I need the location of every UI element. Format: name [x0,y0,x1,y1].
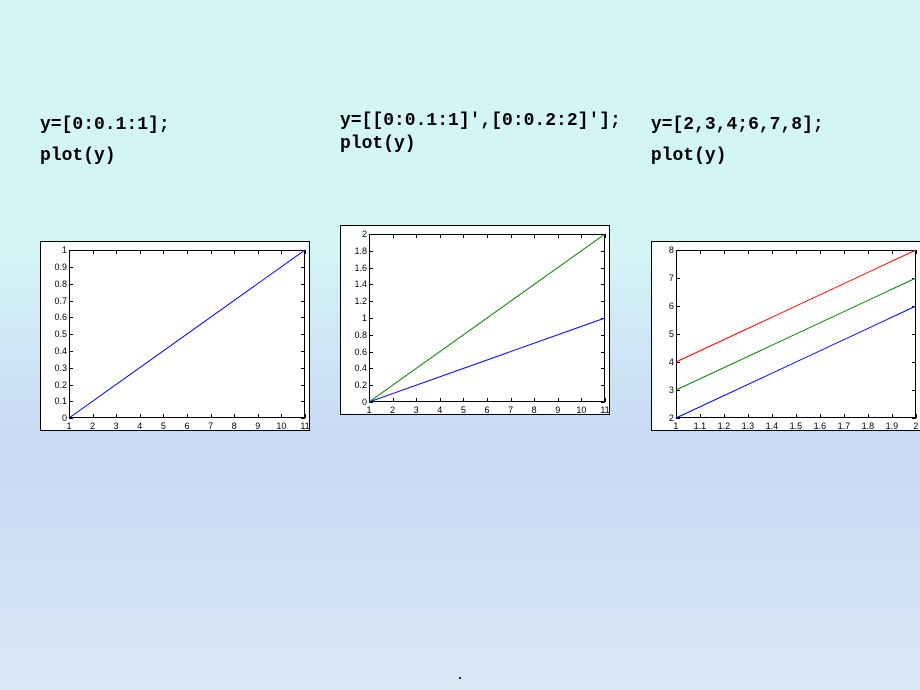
code-line: y=[0:0.1:1]; [40,115,170,135]
panel-1: y=[0:0.1:1]; plot(y) 123456789101100.10.… [40,110,310,431]
footer-dot: . [456,668,464,684]
code-line: plot(y) [340,134,416,154]
code-line: y=[2,3,4;6,7,8]; [651,115,824,135]
code-block-1: y=[0:0.1:1]; plot(y) [40,110,310,171]
panels-row: y=[0:0.1:1]; plot(y) 123456789101100.10.… [0,0,920,431]
panel-3: y=[2,3,4;6,7,8]; plot(y) 11.11.21.31.41.… [651,110,920,431]
code-line: plot(y) [651,146,727,166]
series-line [369,318,605,402]
series-line [676,278,916,390]
series-line [369,234,605,402]
chart-3: 11.11.21.31.41.51.61.71.81.922345678 [651,241,920,431]
chart-2: 123456789101100.20.40.60.811.21.41.61.82 [340,225,610,415]
code-line: y=[[0:0.1:1]',[0:0.2:2]']; [340,111,621,131]
series-line [69,250,305,418]
code-block-3: y=[2,3,4;6,7,8]; plot(y) [651,110,920,171]
panel-2: y=[[0:0.1:1]',[0:0.2:2]']; plot(y) 12345… [340,110,621,431]
series-line [676,306,916,418]
code-block-2: y=[[0:0.1:1]',[0:0.2:2]']; plot(y) [340,110,621,155]
chart-1: 123456789101100.10.20.30.40.50.60.70.80.… [40,241,310,431]
code-line: plot(y) [40,146,116,166]
series-line [676,250,916,362]
